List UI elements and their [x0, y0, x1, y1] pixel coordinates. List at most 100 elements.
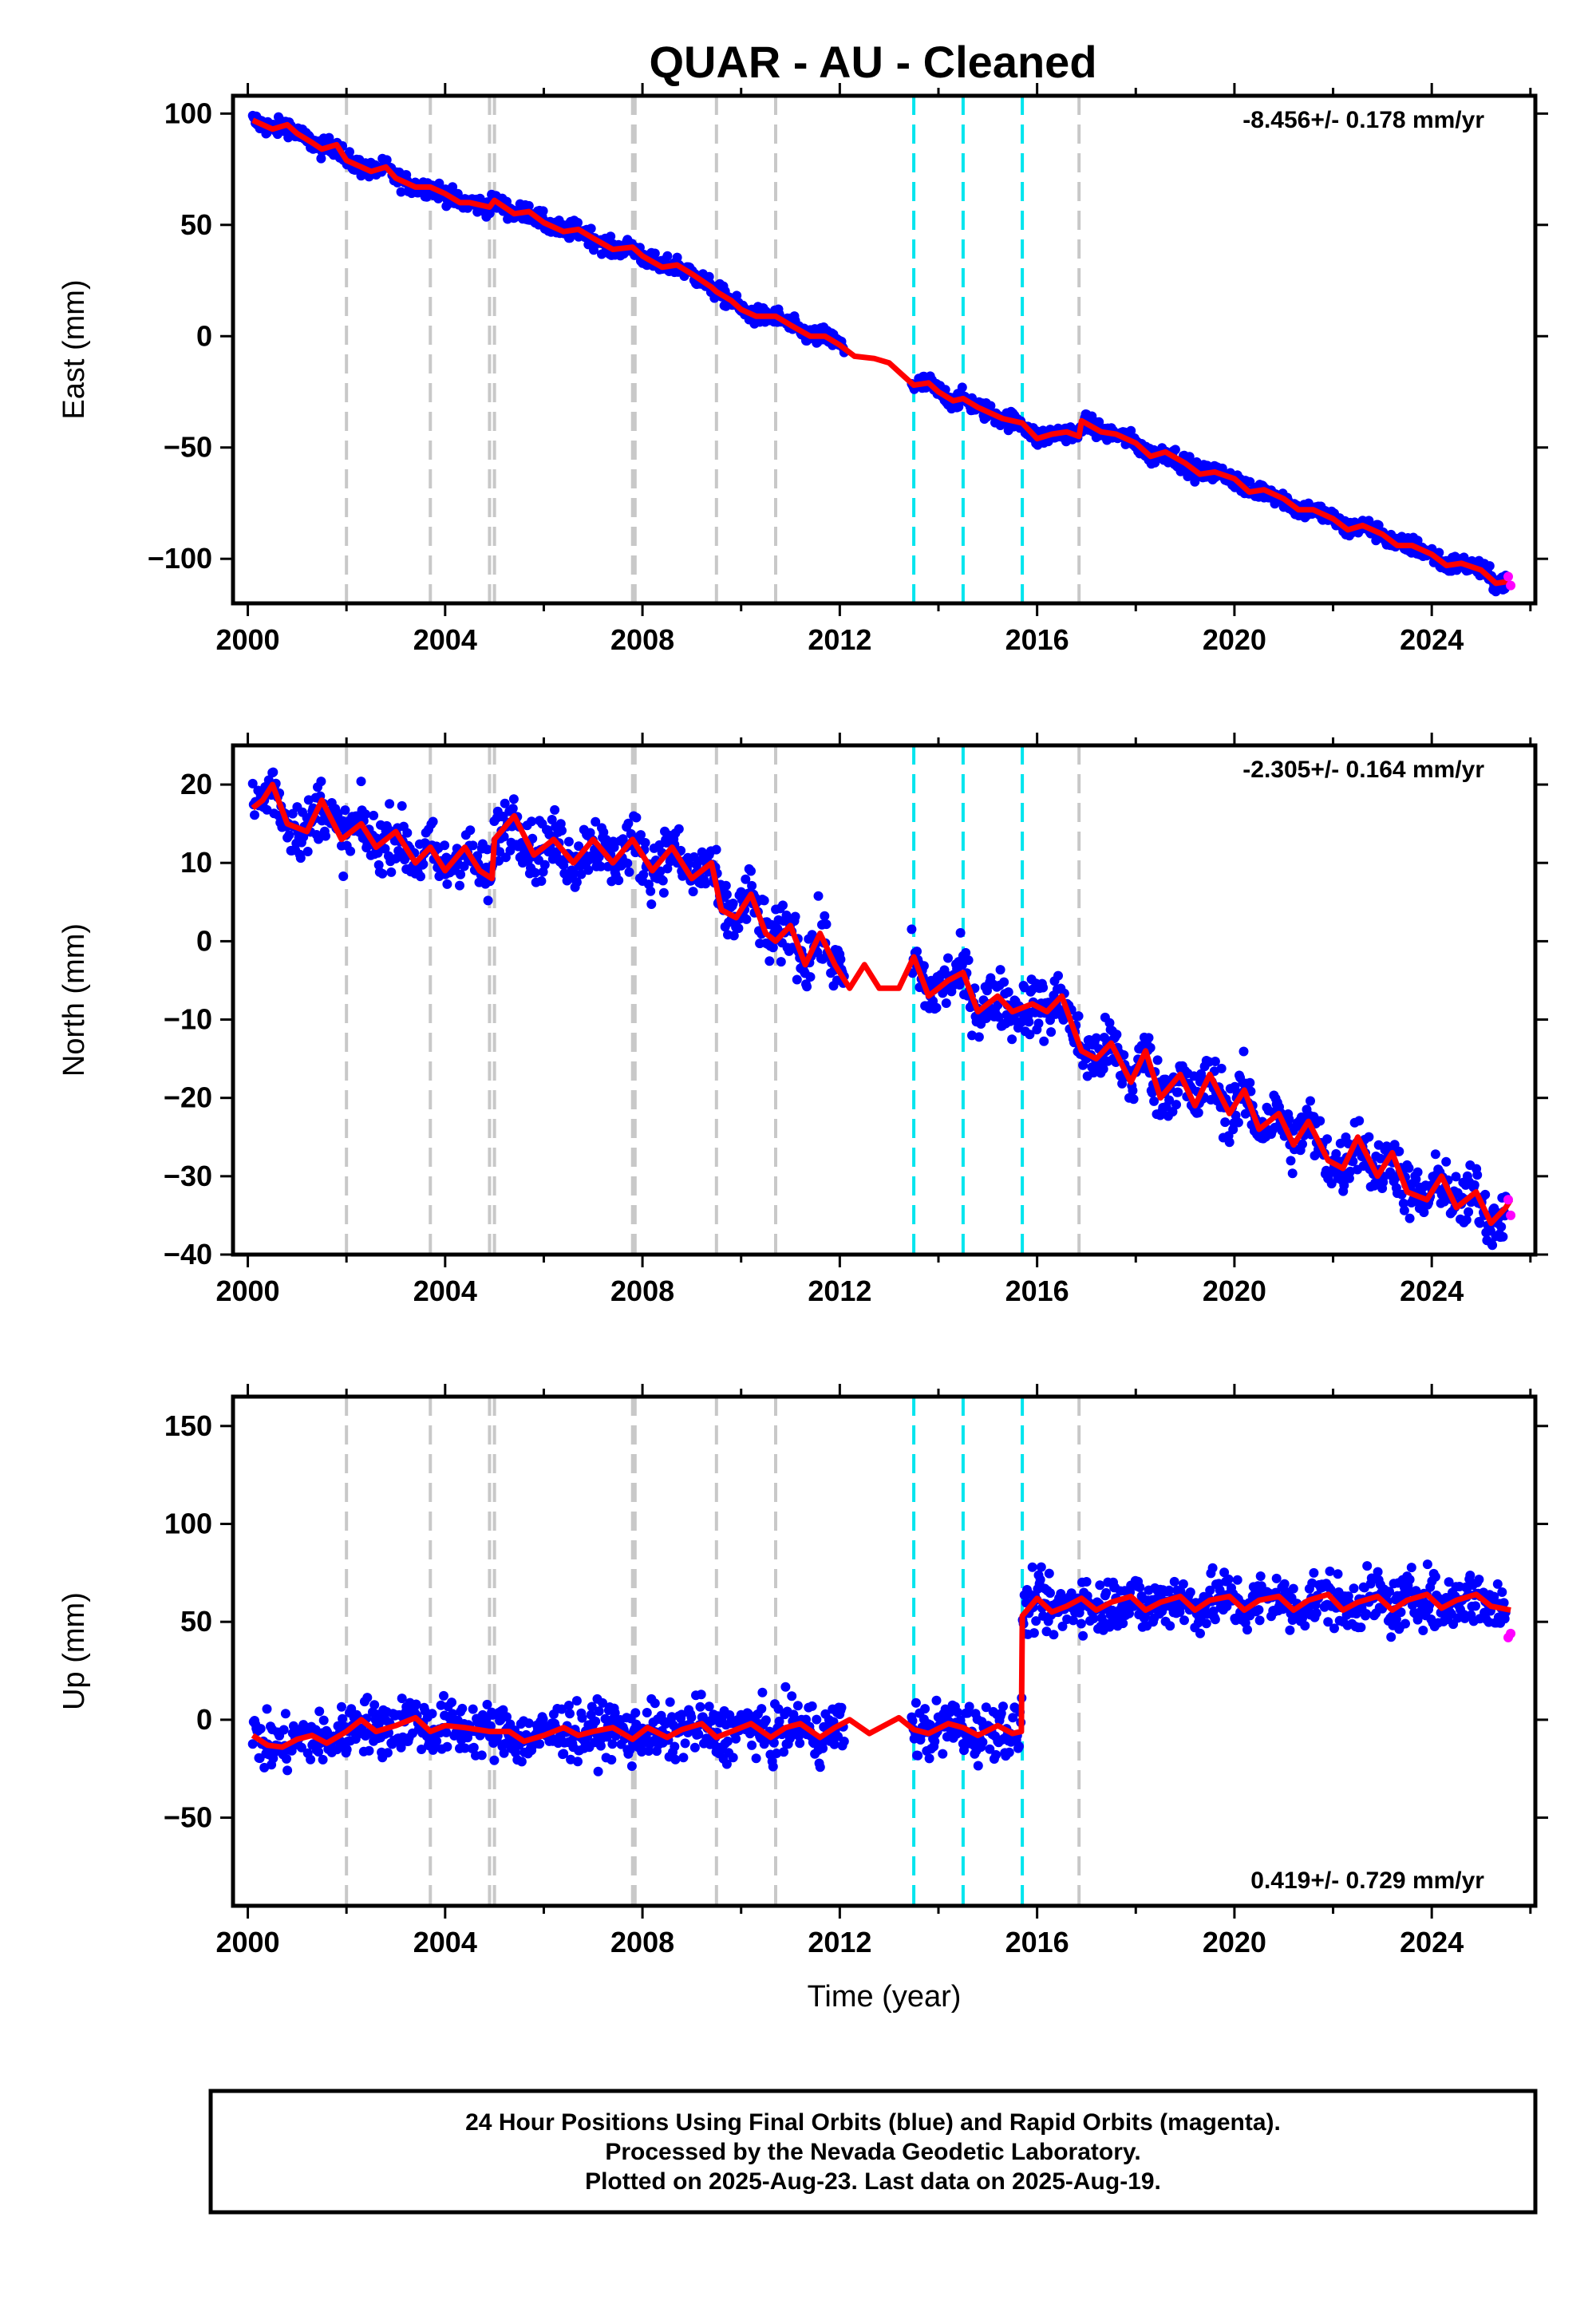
- data-point: [380, 844, 390, 854]
- data-point: [772, 1749, 782, 1758]
- data-point: [333, 808, 343, 819]
- data-point: [598, 1697, 608, 1708]
- data-point: [268, 767, 279, 777]
- rapid-orbit-point: [1503, 571, 1513, 582]
- data-point: [499, 1748, 509, 1758]
- data-point: [494, 856, 504, 866]
- data-point: [924, 1753, 934, 1764]
- y-tick-label: 10: [180, 846, 212, 879]
- y-tick-label: 150: [164, 1409, 212, 1442]
- data-point: [622, 858, 633, 868]
- data-point: [565, 1709, 575, 1719]
- data-point: [1404, 1213, 1415, 1223]
- data-point: [768, 1737, 779, 1748]
- data-point: [636, 830, 646, 840]
- data-point: [1073, 1011, 1084, 1022]
- data-point: [485, 1721, 496, 1731]
- velocity-rate-label: 0.419+/- 0.729 mm/yr: [1250, 1867, 1484, 1894]
- data-point: [318, 1715, 329, 1725]
- data-point: [1422, 1559, 1432, 1570]
- data-point: [918, 961, 929, 971]
- data-point: [1149, 1096, 1159, 1106]
- data-point: [1078, 1630, 1088, 1641]
- y-axis-label: Up (mm): [57, 1592, 91, 1710]
- data-point: [298, 832, 309, 842]
- plot-frame: [231, 93, 1538, 606]
- data-point: [460, 1743, 470, 1753]
- data-point: [1323, 1617, 1333, 1627]
- data-point: [539, 860, 550, 870]
- data-point: [1396, 1607, 1406, 1618]
- x-tick-label: 2016: [1005, 1275, 1069, 1307]
- data-point: [1373, 520, 1384, 531]
- data-point: [436, 1700, 446, 1710]
- data-point: [1033, 1018, 1044, 1029]
- x-tick-label: 2016: [1005, 623, 1069, 656]
- data-point: [411, 1699, 421, 1709]
- data-point: [624, 867, 634, 877]
- data-point: [316, 777, 326, 787]
- data-point: [573, 1757, 583, 1767]
- data-point: [623, 818, 634, 828]
- data-point: [1144, 1033, 1154, 1043]
- data-point: [465, 825, 476, 836]
- data-point: [468, 1704, 478, 1714]
- data-point: [1451, 1172, 1461, 1182]
- data-point: [1053, 970, 1063, 981]
- y-tick-label: −10: [164, 1003, 212, 1036]
- data-point: [314, 1747, 324, 1757]
- y-tick-label: −50: [164, 431, 212, 464]
- model-curve: [251, 117, 1511, 587]
- data-point: [1418, 1626, 1428, 1635]
- x-tick-label: 2004: [413, 1926, 477, 1958]
- plot-frame: [231, 1394, 1538, 1908]
- data-point: [711, 844, 721, 855]
- data-point: [345, 147, 354, 157]
- data-point: [1354, 1116, 1365, 1126]
- data-point: [1095, 1580, 1105, 1591]
- y-tick-label: 100: [164, 1508, 212, 1540]
- data-point: [456, 869, 466, 879]
- data-point: [441, 1727, 452, 1737]
- data-point: [1461, 1215, 1472, 1225]
- data-point: [728, 1753, 738, 1763]
- data-point: [400, 855, 409, 865]
- data-point: [721, 1759, 732, 1769]
- plot-area: [247, 745, 1516, 1255]
- data-point: [440, 840, 450, 851]
- data-point: [1356, 1622, 1366, 1633]
- x-tick-label: 2012: [808, 1926, 871, 1958]
- data-point: [801, 1714, 811, 1725]
- data-point: [981, 1014, 991, 1023]
- y-tick-label: 0: [196, 1703, 212, 1736]
- data-point: [606, 1755, 617, 1765]
- x-tick-label: 2008: [610, 1275, 674, 1307]
- data-point: [417, 1745, 427, 1754]
- data-point: [1112, 1030, 1122, 1040]
- data-point: [1205, 1585, 1215, 1595]
- data-point: [820, 911, 830, 921]
- data-point: [1008, 1713, 1018, 1723]
- data-point: [536, 876, 547, 886]
- rapid-orbit-point: [1506, 1628, 1516, 1638]
- data-point: [787, 1691, 797, 1701]
- data-point: [250, 810, 259, 820]
- data-point: [646, 899, 657, 909]
- data-point: [262, 804, 272, 815]
- data-point: [813, 891, 824, 901]
- data-point: [559, 1749, 569, 1759]
- data-point: [1284, 1114, 1294, 1124]
- data-point: [1164, 1585, 1175, 1595]
- y-tick-label: 0: [196, 924, 212, 957]
- data-point: [1220, 1117, 1231, 1128]
- data-point: [1394, 1146, 1404, 1156]
- data-point: [547, 815, 557, 824]
- y-tick-label: −100: [148, 542, 212, 575]
- data-point: [1014, 1741, 1024, 1752]
- data-point: [1496, 1222, 1507, 1232]
- data-point: [630, 1708, 641, 1718]
- data-point: [1068, 1615, 1078, 1626]
- data-point: [658, 887, 669, 898]
- data-point: [1007, 1034, 1017, 1045]
- data-point: [1004, 1747, 1014, 1757]
